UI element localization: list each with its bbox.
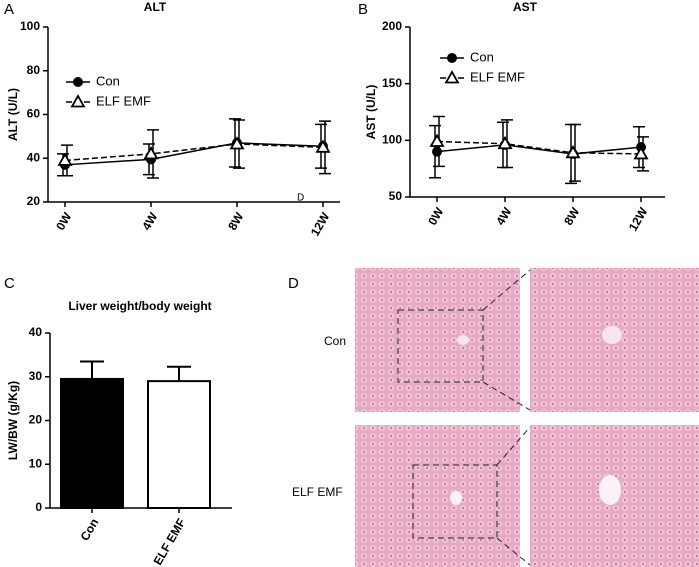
- zoom-line: [496, 537, 531, 566]
- y-tick-label: 200: [382, 19, 402, 33]
- vessel: [450, 491, 462, 505]
- x-tick-label: 0W: [53, 210, 74, 233]
- zoom-line: [496, 426, 531, 466]
- micrograph: [355, 425, 520, 567]
- annotation: D: [297, 193, 304, 204]
- y-tick-label: 40: [29, 325, 43, 339]
- legend-label: Con: [96, 73, 120, 88]
- legend-label: Con: [470, 49, 494, 64]
- error-bar: [167, 365, 191, 382]
- y-tick-label: 50: [389, 189, 403, 203]
- legend-label: ELF EMF: [470, 69, 525, 84]
- vessel: [602, 326, 622, 344]
- row-label: ELF EMF: [292, 485, 343, 499]
- marker: [143, 146, 159, 160]
- x-tick-label: 12W: [626, 205, 651, 234]
- legend-marker: [73, 77, 83, 87]
- x-tick-label: 12W: [308, 210, 333, 239]
- y-tick-label: 40: [27, 150, 41, 164]
- marker: [429, 133, 445, 147]
- x-tick-label: 8W: [225, 210, 246, 233]
- panel-label: B: [358, 1, 368, 18]
- marker: [315, 139, 331, 153]
- zoom-box: [412, 464, 498, 539]
- marker: [633, 146, 649, 160]
- x-tick-label: 0W: [425, 205, 446, 228]
- series-line: [64, 142, 324, 166]
- micrograph: [355, 268, 520, 412]
- y-tick-label: 30: [29, 369, 43, 383]
- legend-marker: [70, 94, 86, 108]
- error-bar: [80, 360, 104, 379]
- y-tick-label: 0: [35, 500, 42, 514]
- y-tick-label: 20: [27, 194, 41, 208]
- y-tick-label: 60: [27, 107, 41, 121]
- zoom-line: [482, 381, 531, 411]
- x-tick-label: 4W: [493, 205, 514, 228]
- y-axis-label: AST (U/L): [364, 85, 378, 140]
- chart-title: AST: [513, 0, 538, 14]
- marker: [432, 146, 442, 157]
- vessel: [599, 475, 621, 505]
- legend-marker: [447, 53, 457, 63]
- series-line: [436, 144, 642, 155]
- series-line: [436, 140, 642, 155]
- y-tick-label: 10: [29, 456, 43, 470]
- histology-panel: Con ELF EMF: [292, 268, 699, 567]
- y-tick-label: 100: [20, 19, 40, 33]
- marker: [497, 135, 513, 150]
- panel-label: A: [4, 1, 14, 18]
- y-tick-label: 80: [27, 63, 41, 77]
- chart-title: Liver weight/body weight: [68, 299, 211, 313]
- y-tick-label: 100: [382, 133, 402, 147]
- panel-label: D: [288, 275, 299, 292]
- legend-label: ELF EMF: [96, 93, 151, 108]
- panel-label: C: [4, 275, 15, 292]
- series-line: [64, 143, 324, 162]
- y-tick-label: 150: [382, 76, 402, 90]
- marker: [565, 144, 581, 159]
- bar: [147, 380, 211, 509]
- marker: [229, 136, 245, 150]
- y-tick-label: 20: [29, 413, 43, 427]
- row-label: Con: [324, 334, 346, 348]
- y-axis-label: LW/BW (g/Kg): [6, 381, 20, 460]
- y-axis-label: ALT (U/L): [6, 88, 20, 141]
- chart-title: ALT: [144, 0, 167, 14]
- x-tick-label: Con: [78, 516, 102, 543]
- x-tick-label: 4W: [139, 210, 160, 233]
- x-tick-label: ELF EMF: [151, 516, 189, 567]
- bar: [60, 377, 124, 509]
- legend-marker: [444, 70, 460, 84]
- x-tick-label: 8W: [561, 205, 582, 228]
- zoom-line: [482, 269, 531, 311]
- marker: [57, 152, 73, 166]
- vessel: [457, 335, 469, 345]
- zoom-box: [397, 309, 484, 383]
